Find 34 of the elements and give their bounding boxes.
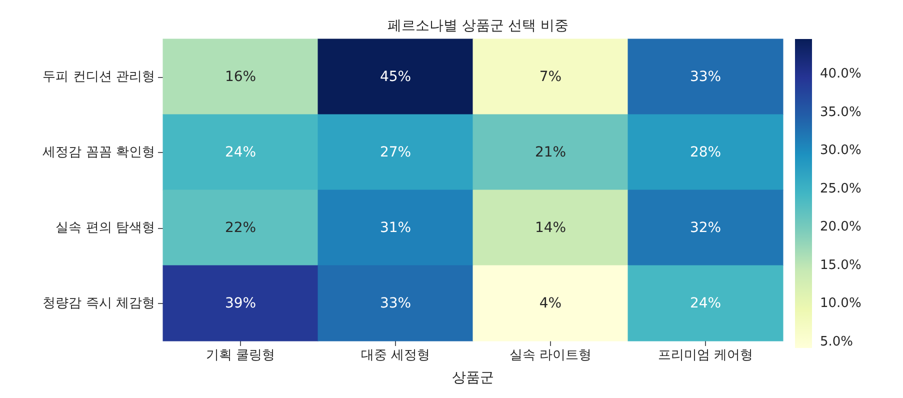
y-tick-label: 실속 편의 탐색형 xyxy=(56,220,155,236)
data-label: 16% xyxy=(224,68,256,85)
data-label: 7% xyxy=(539,68,562,85)
x-tick-label: 대중 세정형 xyxy=(360,348,430,363)
color-bar-label: 20.0% xyxy=(820,220,862,235)
data-label: 33% xyxy=(690,68,722,85)
x-tick-label: 기획 쿨링형 xyxy=(206,348,276,363)
data-label: 14% xyxy=(534,220,566,236)
data-label: 28% xyxy=(690,144,722,160)
data-label: 32% xyxy=(690,220,722,236)
color-bar-label: 30.0% xyxy=(820,143,862,158)
data-label: 27% xyxy=(380,144,412,160)
color-bar-label: 25.0% xyxy=(820,181,862,196)
color-bar-label: 15.0% xyxy=(820,258,862,273)
x-tick-label: 실속 라이트형 xyxy=(509,348,592,363)
x-axis-title: 상품군 xyxy=(452,370,494,386)
data-label: 21% xyxy=(534,144,566,160)
color-bar-label: 35.0% xyxy=(820,104,862,120)
data-label: 31% xyxy=(380,220,412,236)
data-label: 39% xyxy=(224,295,256,312)
chart-title: 페르소나별 상품군 선택 비중 xyxy=(387,18,569,34)
data-label: 22% xyxy=(224,220,256,236)
color-bar-label: 40.0% xyxy=(820,66,862,82)
data-label: 24% xyxy=(690,295,722,312)
data-label: 4% xyxy=(539,295,562,312)
x-tick-label: 프리미엄 케어형 xyxy=(658,348,754,363)
data-label: 24% xyxy=(224,144,256,160)
y-tick-label: 청량감 즉시 체감형 xyxy=(42,296,155,311)
color-bar-label: 10.0% xyxy=(820,296,862,312)
y-tick-label: 세정감 꼼꼼 확인형 xyxy=(42,144,155,160)
data-label: 45% xyxy=(380,68,412,85)
data-label: 33% xyxy=(380,295,412,312)
y-tick-label: 두피 컨디션 관리형 xyxy=(42,69,155,84)
color-bar-label: 5.0% xyxy=(820,334,854,350)
